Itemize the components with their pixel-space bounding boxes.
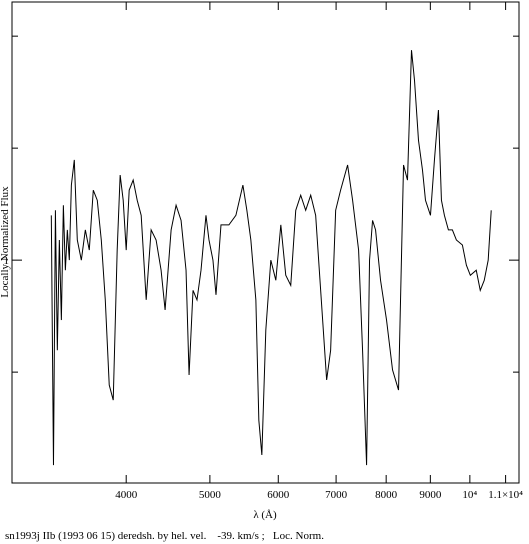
plot-frame	[11, 1, 520, 484]
spectrum-line	[50, 50, 492, 466]
x-tick-label: 4000	[115, 489, 138, 501]
x-tick-label: 8000	[375, 489, 398, 501]
y-tick-label: 1	[4, 255, 10, 267]
x-tick-label: 10⁴	[462, 489, 477, 501]
x-axis-label: λ (Å)	[253, 509, 277, 521]
y-axis-label: Locally Normalized Flux	[0, 186, 11, 298]
x-tick-label: 5000	[199, 489, 222, 501]
x-tick-label: 7000	[325, 489, 348, 501]
x-tick-label: 1.1×10⁴	[488, 489, 523, 501]
x-tick-label: 6000	[267, 489, 290, 501]
caption: sn1993j IIb (1993 06 15) deredsh. by hel…	[5, 530, 324, 542]
x-tick-label: 9000	[419, 489, 442, 501]
